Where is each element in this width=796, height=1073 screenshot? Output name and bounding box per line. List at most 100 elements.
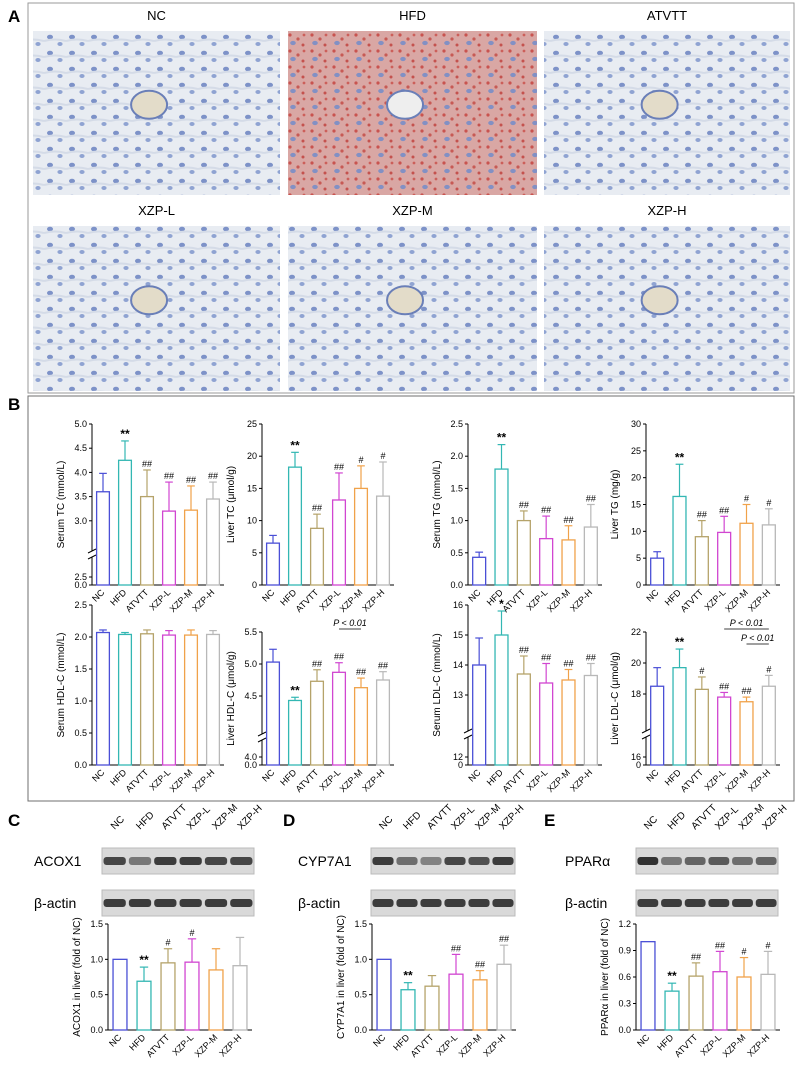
panel-b-frame [27, 395, 795, 802]
blot-band [420, 899, 442, 907]
significance-mark: ** [290, 438, 300, 452]
y-tick-label: 10 [631, 526, 641, 536]
blot-lane-label: XZP-H [761, 803, 790, 832]
x-tick-label: XZP-M [338, 587, 365, 614]
y-axis-label: ACOX1 in liver (fold of NC) [72, 917, 83, 1036]
x-tick-label: NC [644, 587, 661, 604]
bar-xzp-h [232, 965, 248, 1031]
comparison-label: P < 0.01 [741, 633, 774, 643]
x-tick-label: ATVTT [409, 1032, 436, 1059]
y-axis-label: Serum HDL-C (mmol/L) [56, 632, 67, 737]
significance-mark: ## [563, 515, 573, 525]
x-tick-label: ATVTT [294, 587, 321, 614]
central-vein [386, 89, 425, 120]
panel-letter-d: D [283, 811, 295, 830]
panel-a-frame [27, 2, 795, 394]
significance-mark: ## [541, 505, 551, 515]
significance-mark: # [741, 947, 746, 957]
axis-break [257, 731, 267, 737]
blot-row-label: β-actin [298, 895, 340, 911]
blot-band [732, 857, 753, 865]
axis-break [641, 734, 651, 740]
bar-xzp-m [353, 487, 369, 586]
bar-nc [650, 685, 665, 766]
x-tick-label: XZP-M [168, 767, 195, 794]
x-tick-label: NC [260, 767, 277, 784]
significance-mark: ## [519, 645, 529, 655]
bar-nc [472, 664, 487, 766]
bar-xzp-h [760, 973, 776, 1031]
blot-band [154, 857, 177, 865]
histology-label: XZP-H [648, 203, 687, 218]
y-tick-label: 12 [453, 752, 463, 762]
significance-mark: ** [403, 969, 413, 983]
significance-mark: # [358, 455, 363, 465]
bar-hfd [672, 667, 687, 766]
x-tick-label: NC [644, 767, 661, 784]
central-vein [386, 285, 425, 316]
blot-band [103, 857, 126, 865]
x-tick-label: XZP-H [481, 1032, 507, 1058]
significance-mark: ** [290, 683, 300, 697]
blot-band [755, 857, 777, 865]
bar-xzp-l [448, 973, 464, 1031]
x-tick-label: ATVTT [678, 767, 705, 794]
x-tick-label: XZP-L [170, 1032, 195, 1057]
x-tick-label: NC [260, 587, 277, 604]
significance-mark: # [766, 498, 771, 508]
blot-row-label: β-actin [565, 895, 607, 911]
bar-xzp-l [331, 499, 347, 586]
chart-cyp7a1: 0.0 0.5 1.0 1.5 CYP7A1 in liver (fold of NC)… [336, 915, 516, 1059]
y-tick-label: 0.9 [618, 946, 631, 956]
significance-mark: ## [499, 934, 509, 944]
blot-strip [635, 889, 779, 917]
x-tick-label: NC [466, 587, 483, 604]
central-vein [640, 285, 679, 316]
blot-band [372, 857, 394, 865]
x-tick-label: ATVTT [145, 1032, 172, 1059]
blot-row-label: β-actin [34, 895, 76, 911]
x-tick-label: XZP-M [168, 587, 195, 614]
x-tick-label: XZP-M [723, 587, 750, 614]
axis-break [257, 737, 267, 743]
significance-mark: # [165, 938, 170, 948]
central-vein [130, 89, 169, 120]
x-tick-label: ATVTT [124, 767, 151, 794]
y-tick-label: 0.0 [618, 1025, 631, 1035]
blot-band [179, 899, 202, 907]
bar-nc [376, 958, 392, 1031]
y-tick-label: 5.0 [74, 419, 87, 429]
significance-mark: # [766, 664, 771, 674]
significance-mark: # [765, 940, 770, 950]
y-tick-label: 4.5 [244, 691, 257, 701]
x-tick-label: NC [90, 767, 107, 784]
y-tick-label: 16 [631, 752, 641, 762]
y-tick-label: 16 [453, 600, 463, 610]
axis-break [641, 728, 651, 734]
bar-nc [650, 557, 665, 586]
y-tick-label: 13 [453, 690, 463, 700]
y-tick-label: 2.0 [74, 632, 87, 642]
y-axis-label: Liver LDL-C (μmol/g) [610, 652, 621, 745]
significance-mark: ## [697, 510, 707, 520]
bar-atvtt [139, 633, 155, 766]
blot-band [230, 899, 253, 907]
bar-xzp-l [184, 961, 200, 1031]
y-axis-label: Liver TC (μmol/g) [226, 466, 237, 543]
blot-band [708, 899, 730, 907]
significance-mark: ## [719, 505, 729, 515]
histology-label: ATVTT [647, 8, 687, 23]
blot-lane-label: ATVTT [425, 802, 455, 832]
y-tick-label: 25 [631, 446, 641, 456]
axis-break [87, 548, 97, 554]
blot-band [420, 857, 442, 865]
blot-band [179, 857, 202, 865]
histology-label: XZP-M [392, 203, 432, 218]
blot-band [661, 899, 682, 907]
x-tick-label: XZP-M [338, 767, 365, 794]
significance-mark: ## [563, 659, 573, 669]
y-tick-label: 0.5 [90, 990, 103, 1000]
bar-xzp-h [375, 495, 391, 586]
